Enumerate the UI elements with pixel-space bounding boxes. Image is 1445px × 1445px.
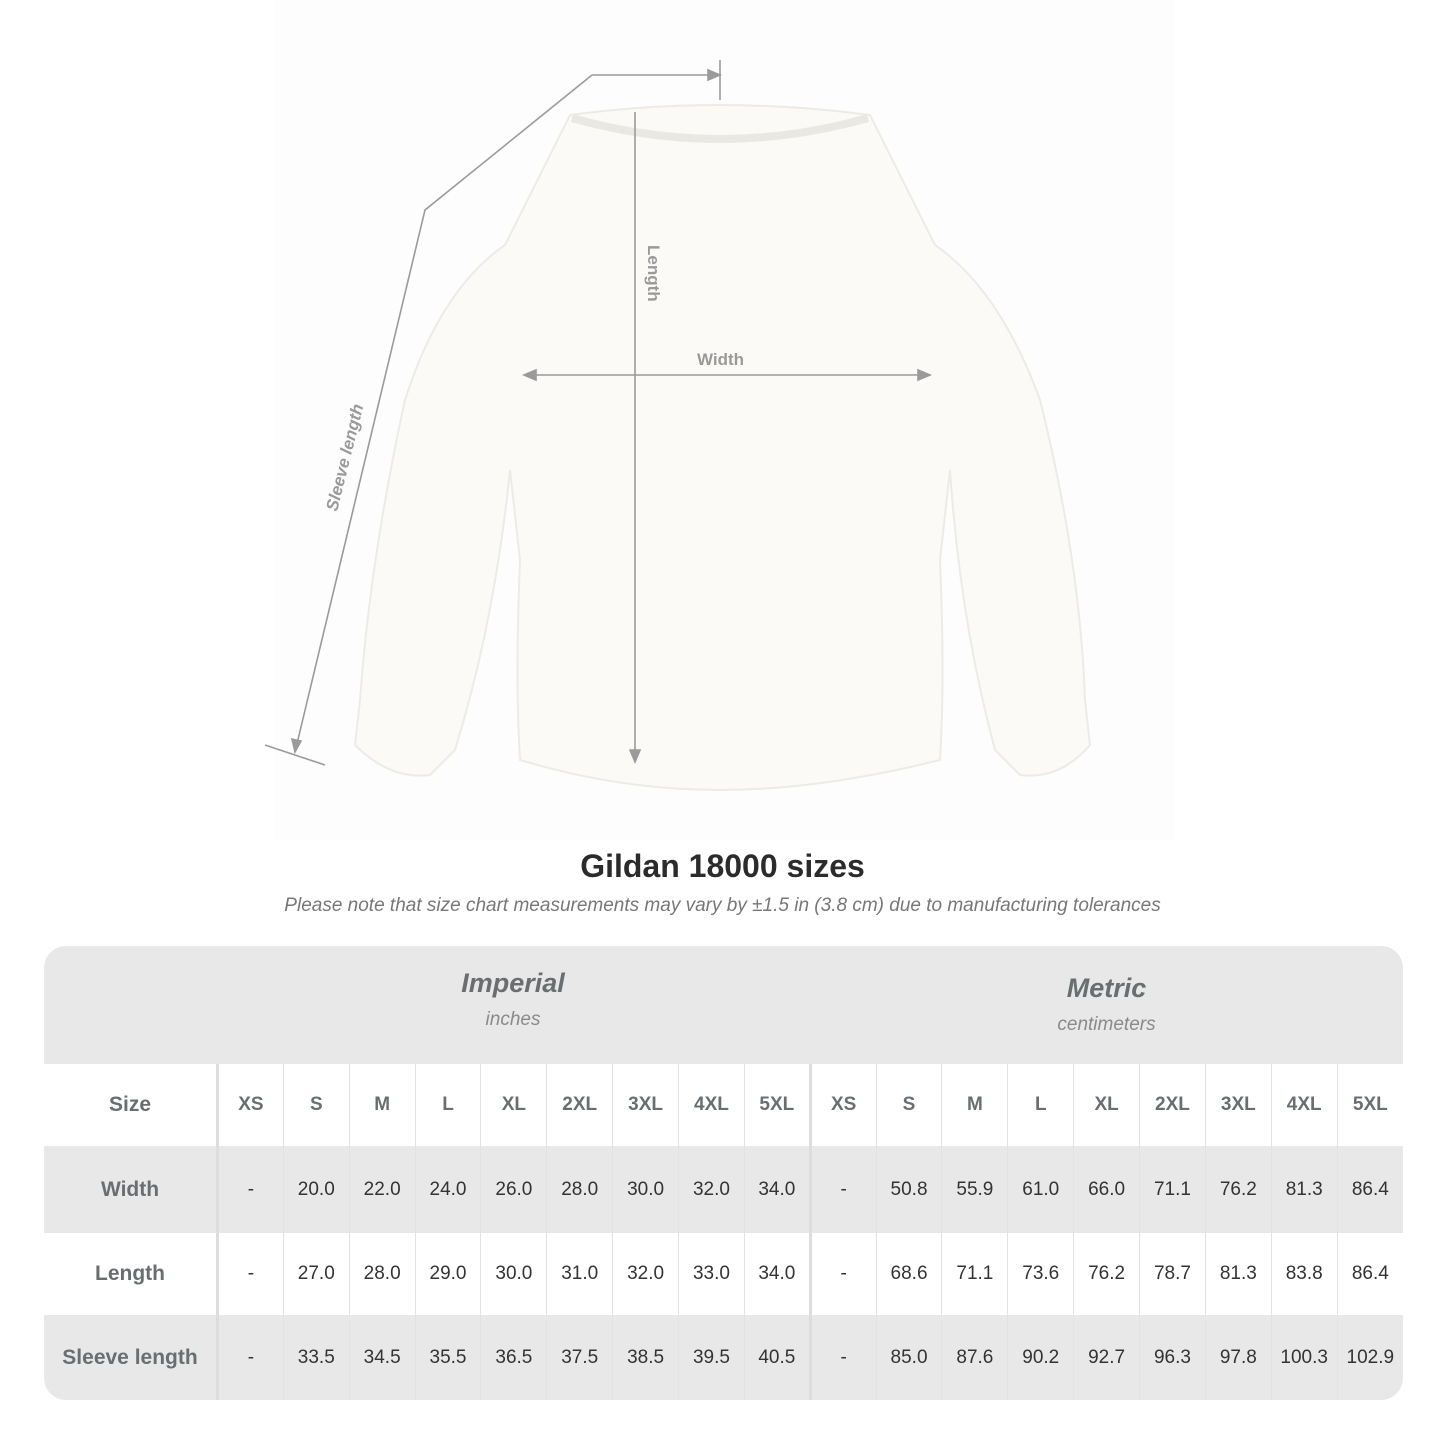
imperial-unit: inches xyxy=(485,1009,541,1030)
imperial-cell: 34.5 xyxy=(348,1315,416,1400)
imperial-cell: 22.0 xyxy=(348,1146,416,1233)
metric-cell: - xyxy=(808,1315,877,1400)
imperial-cell: 24.0 xyxy=(414,1146,481,1233)
metric-cell: 86.4 xyxy=(1336,1146,1403,1233)
imperial-size-XS: XS xyxy=(217,1064,284,1146)
imperial-size-3XL: 3XL xyxy=(612,1064,679,1146)
metric-cell: 76.2 xyxy=(1204,1146,1272,1233)
metric-cell: 78.7 xyxy=(1139,1233,1206,1315)
imperial-size-2XL: 2XL xyxy=(546,1064,613,1146)
metric-size-3XL: 3XL xyxy=(1204,1064,1272,1146)
imperial-cell: 35.5 xyxy=(414,1315,481,1400)
sweatshirt-diagram: Length Width Sleeve length xyxy=(264,60,1092,792)
size-table: Size XS S M L XL 2XL 3XL 4XL 5XL XS S M L XL 2XL 3XL 4XL 5… xyxy=(44,1064,1403,1400)
metric-cell: 83.8 xyxy=(1270,1233,1338,1315)
metric-size-M: M xyxy=(941,1064,1008,1146)
metric-title: Metric xyxy=(1066,973,1147,1003)
imperial-cell: 33.5 xyxy=(282,1315,350,1400)
metric-cell: 100.3 xyxy=(1270,1315,1338,1400)
imperial-cell: 39.5 xyxy=(678,1315,745,1400)
imperial-cell: 28.0 xyxy=(546,1146,613,1233)
imperial-cell: - xyxy=(217,1315,284,1400)
imperial-cell: 36.5 xyxy=(480,1315,547,1400)
imperial-cell: 31.0 xyxy=(546,1233,613,1315)
imperial-cell: 30.0 xyxy=(612,1146,679,1233)
metric-cell: 85.0 xyxy=(875,1315,942,1400)
imperial-cell: 20.0 xyxy=(282,1146,350,1233)
imperial-cell: 34.0 xyxy=(743,1146,811,1233)
metric-cell: 81.3 xyxy=(1270,1146,1338,1233)
imperial-size-L: L xyxy=(414,1064,481,1146)
imperial-cell: 32.0 xyxy=(678,1146,745,1233)
imperial-size-4XL: 4XL xyxy=(678,1064,745,1146)
metric-cell: 90.2 xyxy=(1007,1315,1074,1400)
metric-cell: 71.1 xyxy=(1139,1146,1206,1233)
imperial-cell: - xyxy=(217,1146,284,1233)
metric-cell: 68.6 xyxy=(875,1233,942,1315)
imperial-title: Imperial xyxy=(461,968,565,998)
unit-header-band xyxy=(44,946,1403,1064)
table-row: Sleeve length -33.5 34.5 35.5 36.5 37.5 38.5 39… xyxy=(44,1315,1403,1400)
metric-size-XL: XL xyxy=(1073,1064,1140,1146)
metric-size-2XL: 2XL xyxy=(1139,1064,1206,1146)
metric-cell: 81.3 xyxy=(1204,1233,1272,1315)
imperial-cell: 34.0 xyxy=(743,1233,811,1315)
imperial-size-5XL: 5XL xyxy=(743,1064,811,1146)
table-row: Width -20.0 22.0 24.0 26.0 28.0 30.0 32.0 34.0-5… xyxy=(44,1146,1403,1233)
metric-cell: 71.1 xyxy=(941,1233,1008,1315)
imperial-cell: 27.0 xyxy=(282,1233,350,1315)
width-label: Width xyxy=(697,350,744,369)
imperial-cell: 33.0 xyxy=(678,1233,745,1315)
imperial-cell: 32.0 xyxy=(612,1233,679,1315)
metric-cell: 102.9 xyxy=(1336,1315,1403,1400)
length-label: Length xyxy=(644,245,663,302)
metric-cell: - xyxy=(808,1146,877,1233)
metric-cell: 96.3 xyxy=(1139,1315,1206,1400)
metric-cell: 86.4 xyxy=(1336,1233,1403,1315)
metric-cell: 92.7 xyxy=(1073,1315,1140,1400)
imperial-size-M: M xyxy=(348,1064,416,1146)
imperial-size-S: S xyxy=(282,1064,350,1146)
table-row: Length -27.0 28.0 29.0 30.0 31.0 32.0 33.0 34.0-… xyxy=(44,1233,1403,1315)
measure-lines xyxy=(264,60,933,766)
sleeve-line xyxy=(294,74,593,753)
metric-header: Metric centimeters xyxy=(810,973,1403,1036)
chart-title: Gildan 18000 sizes xyxy=(580,848,865,884)
imperial-cell: 29.0 xyxy=(414,1233,481,1315)
metric-cell: 55.9 xyxy=(941,1146,1008,1233)
imperial-cell: 38.5 xyxy=(612,1315,679,1400)
metric-cell: 61.0 xyxy=(1007,1146,1074,1233)
imperial-header: Imperial inches xyxy=(216,968,810,1031)
size-header-row: Size XS S M L XL 2XL 3XL 4XL 5XL XS S M L XL 2XL 3XL 4XL 5… xyxy=(44,1064,1403,1146)
imperial-cell: 37.5 xyxy=(546,1315,613,1400)
imperial-cell: 26.0 xyxy=(480,1146,547,1233)
imperial-cell: - xyxy=(217,1233,284,1315)
row-label: Length xyxy=(44,1233,219,1315)
row-label: Width xyxy=(44,1146,219,1233)
imperial-cell: 30.0 xyxy=(480,1233,547,1315)
metric-size-XS: XS xyxy=(808,1064,877,1146)
metric-unit: centimeters xyxy=(1057,1014,1156,1035)
metric-cell: 87.6 xyxy=(941,1315,1008,1400)
row-label: Sleeve length xyxy=(44,1315,219,1400)
tolerance-note: Please note that size chart measurements… xyxy=(284,895,1161,916)
size-table-panel: Imperial inches Metric centimeters Size X… xyxy=(44,946,1403,1400)
imperial-size-XL: XL xyxy=(480,1064,547,1146)
metric-cell: 66.0 xyxy=(1073,1146,1140,1233)
metric-cell: 73.6 xyxy=(1007,1233,1074,1315)
metric-size-4XL: 4XL xyxy=(1270,1064,1338,1146)
metric-cell: - xyxy=(808,1233,877,1315)
metric-size-L: L xyxy=(1007,1064,1074,1146)
imperial-cell: 40.5 xyxy=(743,1315,811,1400)
metric-size-5XL: 5XL xyxy=(1336,1064,1403,1146)
metric-cell: 50.8 xyxy=(875,1146,942,1233)
sweatshirt-body xyxy=(353,104,1092,792)
metric-size-S: S xyxy=(875,1064,942,1146)
size-header-label: Size xyxy=(44,1064,219,1146)
collar xyxy=(570,114,870,143)
metric-cell: 76.2 xyxy=(1073,1233,1140,1315)
metric-cell: 97.8 xyxy=(1204,1315,1272,1400)
imperial-cell: 28.0 xyxy=(348,1233,416,1315)
